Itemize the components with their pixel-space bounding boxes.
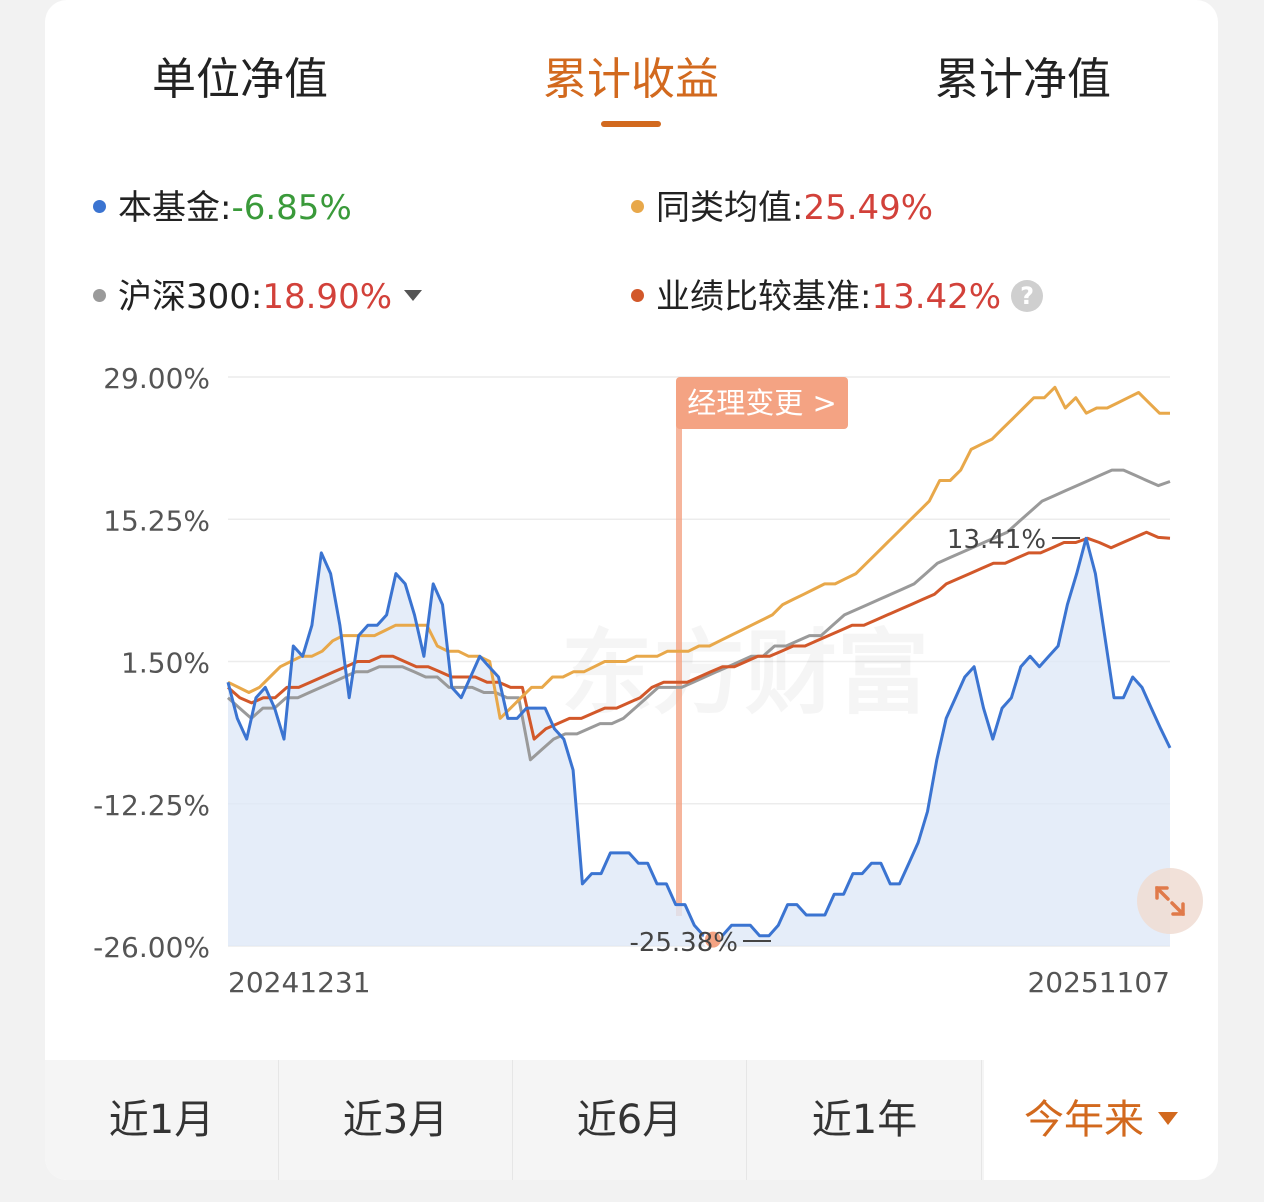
period-1y[interactable]: 近1年	[748, 1060, 982, 1180]
x-start-label: 20241231	[228, 966, 371, 999]
caret-down-icon	[1158, 1111, 1178, 1125]
legend-benchmark-name: 业绩比较基准:	[656, 277, 872, 317]
series-line-benchmark	[227, 530, 1171, 741]
legend-benchmark-value: 13.42%	[871, 277, 1002, 317]
y-tick-label: -12.25%	[93, 789, 210, 822]
x-end-label: 20251107	[1027, 966, 1170, 999]
expand-icon	[1155, 886, 1185, 916]
tab-cumulative-nav[interactable]: 累计净值	[935, 54, 1111, 105]
series-line-index	[226, 468, 1171, 762]
expand-chart-button[interactable]	[1137, 868, 1203, 934]
period-ytd[interactable]: 今年来	[984, 1060, 1218, 1180]
active-tab-indicator	[601, 121, 661, 127]
legend-index-name: 沪深300:	[118, 277, 263, 317]
series-line-fund	[226, 536, 1172, 942]
chart-tabs: 单位净值 累计收益 累计净值	[45, 40, 1218, 130]
legend-index-value: 18.90%	[262, 277, 393, 317]
series-area-fund	[228, 538, 1170, 946]
legend-peer-name: 同类均值:	[656, 188, 804, 228]
help-icon[interactable]: ?	[1011, 279, 1044, 312]
legend-peer: 同类均值:25.49%	[631, 183, 933, 233]
series-line-peer	[227, 385, 1171, 720]
legend-dot-index	[93, 289, 106, 302]
period-ytd-label: 今年来	[1024, 1097, 1144, 1143]
legend-dot-benchmark	[631, 289, 644, 302]
return-chart: 29.00% 15.25% 1.50% -12.25% -26.00% 东方财富 20241…	[93, 362, 1172, 999]
legend-dot-fund	[93, 200, 106, 213]
y-tick-label: 15.25%	[103, 504, 210, 537]
period-1m[interactable]: 近1月	[45, 1060, 279, 1180]
legend-index[interactable]: 沪深300:18.90%	[93, 272, 423, 322]
legend-fund-name: 本基金:	[118, 188, 232, 228]
fund-performance-card: 单位净值 累计收益 累计净值 本基金:-6.85% 同类均值:25.49% 沪深…	[45, 0, 1218, 1180]
manager-change-tag[interactable]: 经理变更 >	[676, 377, 848, 429]
period-6m[interactable]: 近6月	[513, 1060, 747, 1180]
tab-cumulative-return[interactable]: 累计收益	[543, 54, 719, 105]
min-annotation: -25.38%	[629, 928, 738, 958]
manager-change-line	[676, 420, 682, 916]
max-annotation: 13.41%	[947, 525, 1046, 555]
legend-peer-value: 25.49%	[803, 188, 934, 228]
legend-fund-value: -6.85%	[231, 188, 352, 228]
y-tick-label: 1.50%	[121, 647, 210, 680]
min-point-marker	[702, 929, 723, 950]
legend-dot-peer	[631, 200, 644, 213]
legend-benchmark: 业绩比较基准:13.42%?	[631, 272, 1044, 322]
y-tick-label: 29.00%	[103, 362, 210, 395]
tab-unit-nav[interactable]: 单位净值	[152, 54, 328, 105]
watermark: 东方财富	[561, 620, 929, 727]
caret-down-icon[interactable]	[404, 290, 423, 301]
period-3m[interactable]: 近3月	[279, 1060, 513, 1180]
y-tick-label: -26.00%	[93, 931, 210, 964]
period-selector: 近1月 近3月 近6月 近1年 今年来	[45, 1060, 1218, 1180]
legend-fund: 本基金:-6.85%	[93, 183, 352, 233]
